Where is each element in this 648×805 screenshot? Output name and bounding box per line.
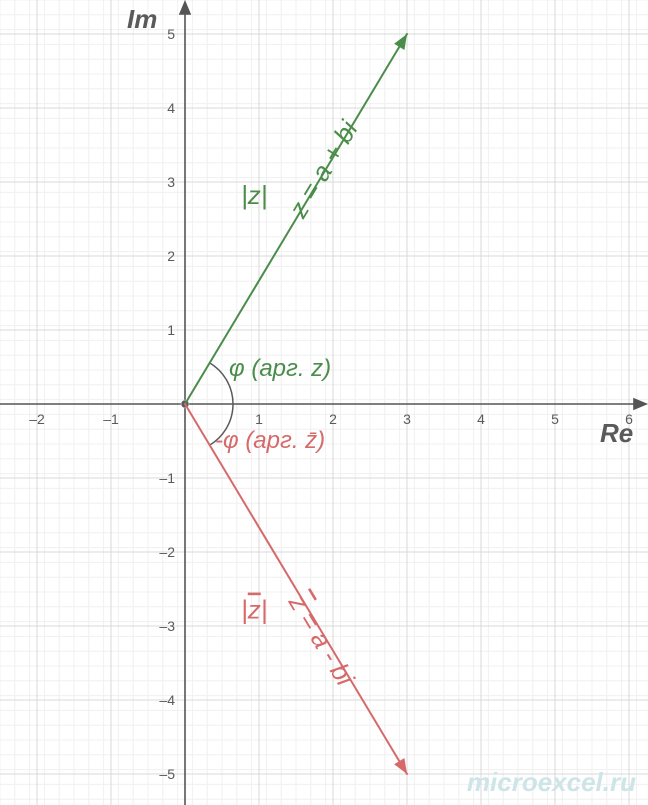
y-axis-label: Im bbox=[127, 4, 157, 34]
y-tick: –3 bbox=[159, 618, 175, 634]
modulus-zbar-label: |z| bbox=[241, 595, 268, 625]
complex-plane-svg: –2–1123456 –5–4–3–2–112345 Im Re |z| z =… bbox=[0, 0, 648, 805]
watermark: microexcel.ru bbox=[467, 767, 636, 797]
x-tick: 2 bbox=[329, 411, 337, 427]
y-tick: 3 bbox=[167, 174, 175, 190]
y-tick: –2 bbox=[159, 544, 175, 560]
x-tick: 1 bbox=[255, 411, 263, 427]
axes bbox=[0, 2, 646, 805]
modulus-z-label: |z| bbox=[241, 180, 268, 210]
minor-grid bbox=[0, 0, 648, 805]
major-grid bbox=[0, 0, 648, 805]
svg-text:|z|: |z| bbox=[241, 595, 268, 625]
y-tick: 5 bbox=[167, 26, 175, 42]
svg-text:z = a - bi: z = a - bi bbox=[282, 588, 361, 691]
vector-z-arrow-icon bbox=[394, 34, 407, 50]
x-tick: –2 bbox=[29, 411, 45, 427]
diagram-container: –2–1123456 –5–4–3–2–112345 Im Re |z| z =… bbox=[0, 0, 648, 805]
vector-zconj-arrow-icon bbox=[394, 758, 407, 774]
x-tick-labels: –2–1123456 bbox=[29, 411, 633, 427]
y-tick: 4 bbox=[167, 100, 175, 116]
x-tick: 3 bbox=[403, 411, 411, 427]
y-tick: –1 bbox=[159, 470, 175, 486]
x-tick: 5 bbox=[551, 411, 559, 427]
y-tick: –4 bbox=[159, 692, 175, 708]
y-tick: –5 bbox=[159, 766, 175, 782]
y-axis-arrow-icon bbox=[180, 2, 190, 14]
x-axis-label: Re bbox=[600, 418, 633, 448]
neg-phi-label: -φ (арг. z̄) bbox=[215, 427, 325, 454]
y-tick: 1 bbox=[167, 322, 175, 338]
phi-label: φ (арг. z) bbox=[229, 355, 331, 382]
x-tick: 4 bbox=[477, 411, 485, 427]
x-axis-arrow-icon bbox=[634, 399, 646, 409]
zbar-equation-label: z = a - bi bbox=[282, 588, 361, 691]
y-tick: 2 bbox=[167, 248, 175, 264]
x-tick: –1 bbox=[103, 411, 119, 427]
